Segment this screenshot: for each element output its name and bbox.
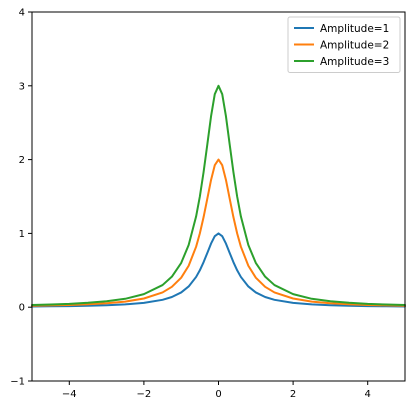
- series-line-1: [31, 232, 406, 308]
- legend: Amplitude=1 Amplitude=2 Amplitude=3: [287, 16, 401, 73]
- x-tick-label: 0: [215, 389, 221, 400]
- legend-box: [287, 16, 401, 73]
- plot-frame: [31, 11, 406, 382]
- plot-area: [32, 12, 405, 381]
- y-tick-label: 2: [19, 155, 25, 166]
- x-tick-label: −2: [137, 389, 152, 400]
- legend-label-2: Amplitude=2: [320, 40, 389, 52]
- legend-label-3: Amplitude=3: [320, 56, 389, 68]
- series-line-2: [31, 158, 406, 307]
- series-layer: [31, 84, 406, 308]
- y-tick-label: 0: [19, 303, 25, 314]
- x-tick-label: −4: [62, 389, 77, 400]
- x-tick-label: 4: [365, 389, 371, 400]
- y-tick-label: 1: [19, 229, 25, 240]
- y-tick-label: 4: [19, 8, 25, 19]
- legend-label-1: Amplitude=1: [320, 23, 389, 35]
- y-tick-label: 3: [19, 81, 25, 92]
- x-tick-label: 2: [290, 389, 296, 400]
- y-tick-label: −1: [10, 377, 25, 388]
- series-line-3: [31, 84, 406, 306]
- axis-ticks: −4 −2 0 2 4 −1 0 1 2 3 4: [10, 8, 371, 401]
